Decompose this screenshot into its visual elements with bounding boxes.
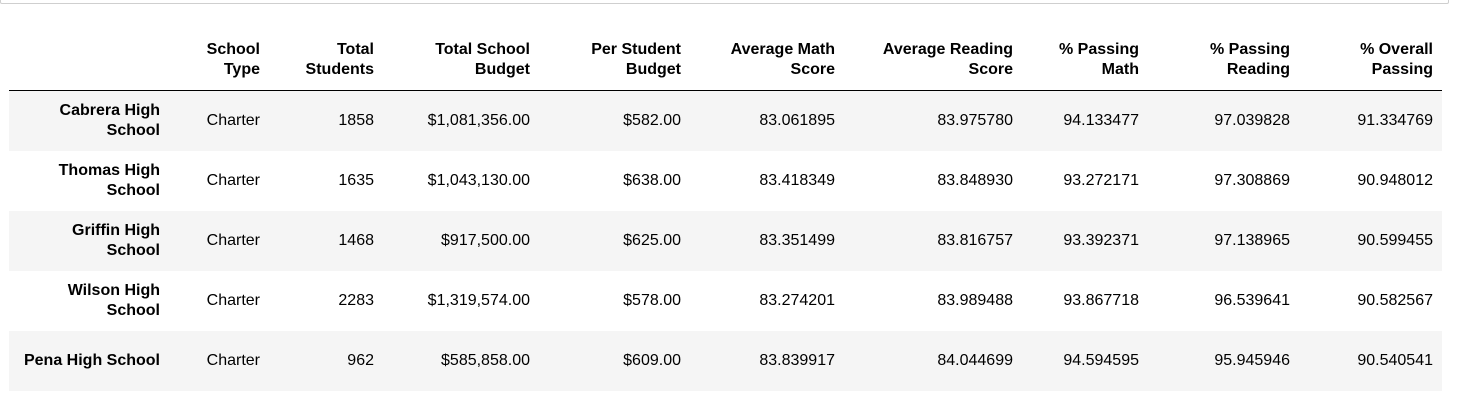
cell-passing-math: 94.594595 [1063, 352, 1139, 369]
cell-total-school-budget: $585,858.00 [441, 352, 530, 369]
schools-dataframe-table: School Type Total Students Total School … [9, 32, 1442, 391]
cell-school-type: Charter [206, 292, 260, 309]
cell-passing-math: 93.272171 [1063, 172, 1139, 189]
table-row: Pena High School Charter 962 $585,858.00… [9, 331, 1442, 391]
cell-total-students: 1858 [338, 112, 374, 129]
cell-per-student-budget: $578.00 [623, 292, 681, 309]
row-index-school-name: Wilson High School [67, 282, 160, 319]
cell-passing-math: 93.392371 [1063, 232, 1139, 249]
column-header-total-school-budget: Total School Budget [383, 32, 539, 91]
cell-school-type: Charter [206, 232, 260, 249]
cell-overall-passing: 91.334769 [1357, 112, 1433, 129]
cell-passing-math: 93.867718 [1063, 292, 1139, 309]
row-index-school-name: Cabrera High School [59, 102, 160, 139]
cell-total-school-budget: $917,500.00 [441, 232, 530, 249]
cell-overall-passing: 90.582567 [1357, 292, 1433, 309]
cell-average-reading-score: 83.989488 [937, 292, 1013, 309]
header-row: School Type Total Students Total School … [9, 32, 1442, 91]
table-row: Thomas High School Charter 1635 $1,043,1… [9, 151, 1442, 211]
cell-total-students: 2283 [338, 292, 374, 309]
cell-overall-passing: 90.948012 [1357, 172, 1433, 189]
cell-passing-reading: 97.039828 [1214, 112, 1290, 129]
row-index-school-name: Pena High School [23, 352, 160, 369]
cell-average-math-score: 83.061895 [759, 112, 835, 129]
cell-overall-passing: 90.599455 [1357, 232, 1433, 249]
table-header: School Type Total Students Total School … [9, 32, 1442, 91]
cell-school-type: Charter [206, 172, 260, 189]
cell-school-type: Charter [206, 112, 260, 129]
cell-total-school-budget: $1,319,574.00 [427, 292, 530, 309]
column-header-passing-math: % Passing Math [1022, 32, 1148, 91]
cell-per-student-budget: $582.00 [623, 112, 681, 129]
cell-total-students: 962 [347, 352, 374, 369]
cell-school-type: Charter [206, 352, 260, 369]
cell-overall-passing: 90.540541 [1357, 352, 1433, 369]
cell-passing-reading: 97.138965 [1214, 232, 1290, 249]
column-header-overall-passing: % Overall Passing [1299, 32, 1442, 91]
cell-total-students: 1468 [338, 232, 374, 249]
column-header-total-students: Total Students [269, 32, 383, 91]
cell-total-school-budget: $1,081,356.00 [427, 112, 530, 129]
cell-passing-reading: 97.308869 [1214, 172, 1290, 189]
cell-average-math-score: 83.274201 [759, 292, 835, 309]
cell-per-student-budget: $638.00 [623, 172, 681, 189]
cell-average-reading-score: 83.975780 [937, 112, 1013, 129]
cell-average-reading-score: 84.044699 [937, 352, 1013, 369]
table-row: Cabrera High School Charter 1858 $1,081,… [9, 90, 1442, 151]
cell-passing-reading: 95.945946 [1214, 352, 1290, 369]
column-header-average-reading-score: Average Reading Score [844, 32, 1022, 91]
row-index-school-name: Thomas High School [58, 162, 160, 199]
table-row: Griffin High School Charter 1468 $917,50… [9, 211, 1442, 271]
cell-per-student-budget: $609.00 [623, 352, 681, 369]
column-header-school-type: School Type [169, 32, 269, 91]
table-body: Cabrera High School Charter 1858 $1,081,… [9, 90, 1442, 391]
table-row: Wilson High School Charter 2283 $1,319,5… [9, 271, 1442, 331]
cell-average-math-score: 83.418349 [759, 172, 835, 189]
row-index-school-name: Griffin High School [72, 222, 160, 259]
cell-passing-reading: 96.539641 [1214, 292, 1290, 309]
column-header-passing-reading: % Passing Reading [1148, 32, 1299, 91]
notebook-cell-border [0, 0, 1449, 4]
column-header-per-student-budget: Per Student Budget [539, 32, 690, 91]
cell-average-math-score: 83.351499 [759, 232, 835, 249]
cell-total-students: 1635 [338, 172, 374, 189]
cell-average-reading-score: 83.848930 [937, 172, 1013, 189]
cell-average-math-score: 83.839917 [759, 352, 835, 369]
index-header [9, 32, 169, 91]
cell-per-student-budget: $625.00 [623, 232, 681, 249]
cell-passing-math: 94.133477 [1063, 112, 1139, 129]
cell-average-reading-score: 83.816757 [937, 232, 1013, 249]
column-header-average-math-score: Average Math Score [690, 32, 844, 91]
cell-total-school-budget: $1,043,130.00 [427, 172, 530, 189]
